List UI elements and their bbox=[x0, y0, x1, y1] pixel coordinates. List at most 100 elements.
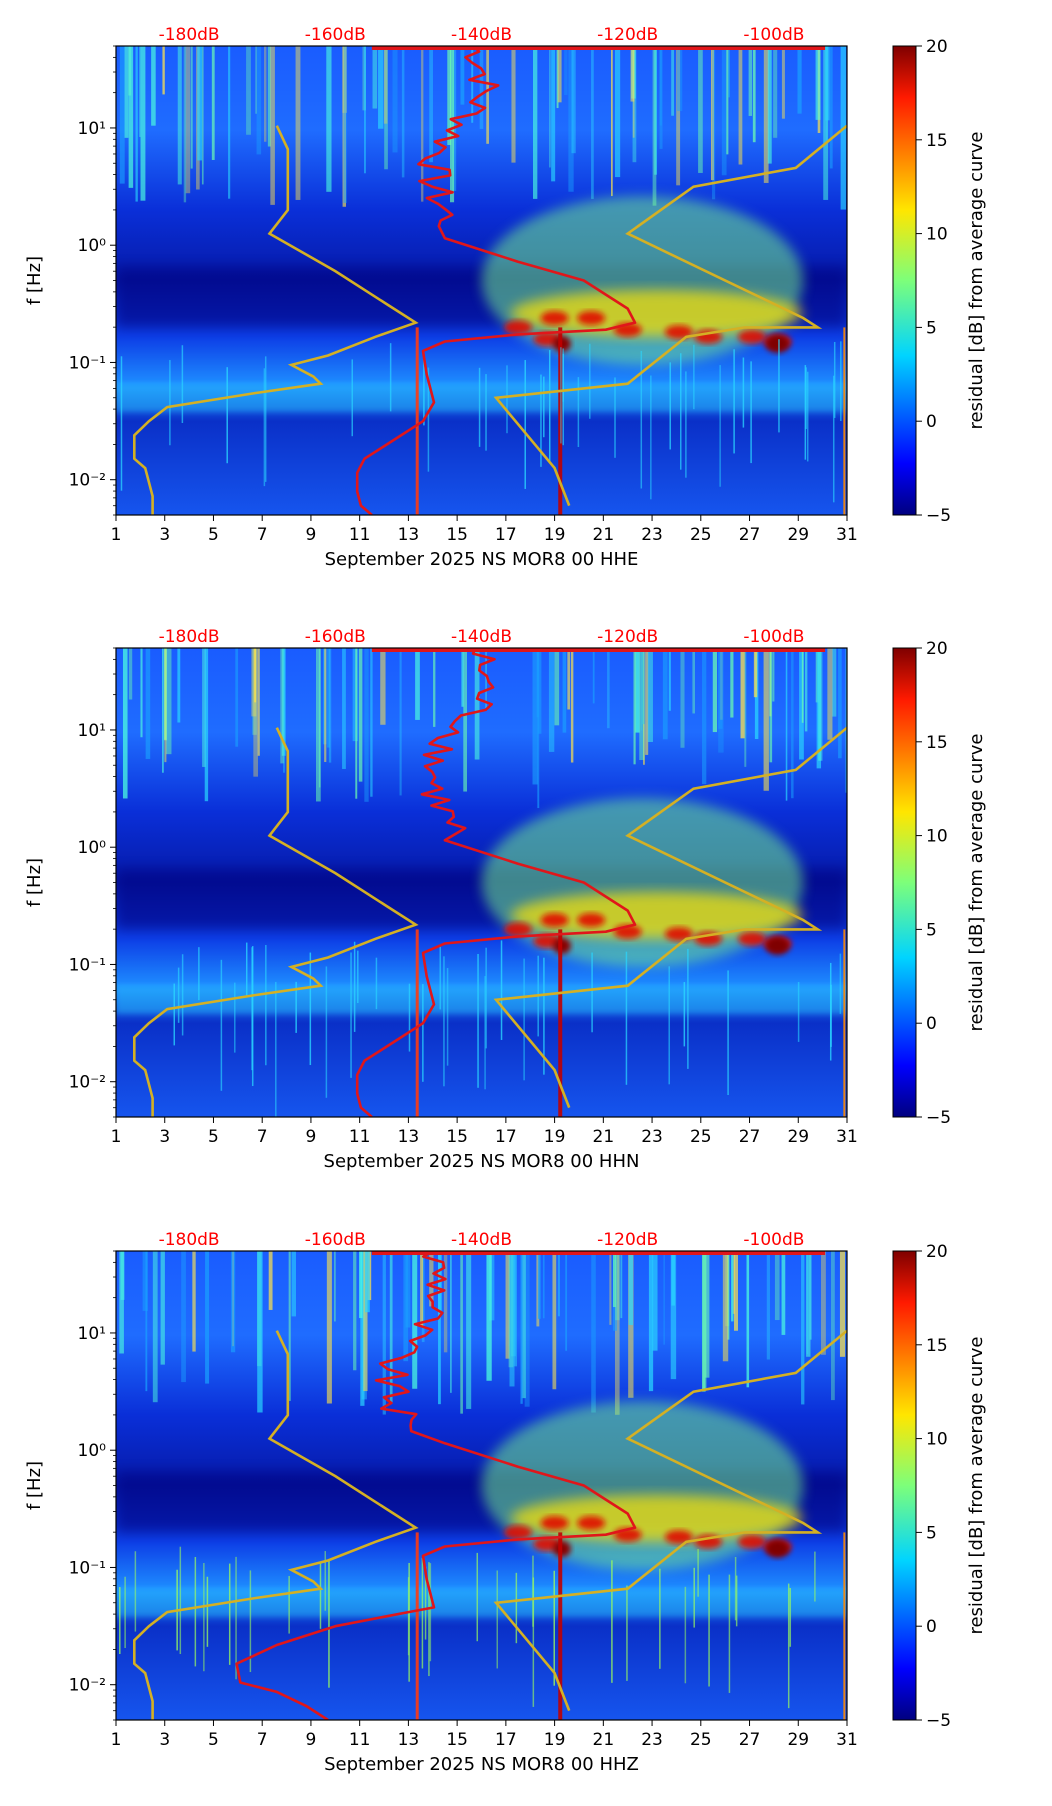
noise-streak bbox=[726, 46, 729, 155]
noise-streak bbox=[486, 46, 489, 144]
low-noise-model-curve bbox=[133, 125, 419, 515]
noise-streak bbox=[532, 1577, 535, 1707]
noise-streak bbox=[537, 648, 540, 809]
high-noise-model-curve bbox=[493, 124, 847, 507]
energy-hotspot bbox=[765, 936, 790, 955]
noise-streak bbox=[654, 46, 658, 175]
noise-streak bbox=[711, 46, 715, 181]
noise-streak bbox=[424, 1566, 427, 1640]
noise-streak bbox=[797, 46, 802, 114]
noise-streak bbox=[557, 1251, 560, 1317]
x-tick-label: 3 bbox=[159, 1730, 170, 1750]
noise-streak bbox=[446, 968, 449, 1066]
x-tick-label: 29 bbox=[787, 1730, 809, 1750]
colorbar-label: residual [dB] from average curve bbox=[966, 733, 987, 1031]
noise-streak bbox=[226, 367, 228, 464]
colorbar-tick-label: 0 bbox=[926, 1617, 937, 1637]
y-tick-label: 10⁻¹ bbox=[69, 353, 106, 373]
noise-streak bbox=[433, 648, 436, 727]
noise-streak bbox=[439, 946, 441, 1010]
noise-streak bbox=[328, 1560, 330, 1688]
y-tick-label: 10⁻² bbox=[69, 471, 106, 491]
energy-hotspot bbox=[577, 1516, 606, 1531]
noise-streak bbox=[268, 1251, 273, 1310]
noise-streak bbox=[403, 1251, 409, 1362]
colorbar bbox=[892, 647, 917, 1118]
noise-streak bbox=[560, 347, 562, 444]
swell-band bbox=[510, 891, 804, 939]
noise-streak bbox=[358, 648, 363, 782]
noise-streak bbox=[626, 1585, 628, 1681]
noise-streak bbox=[838, 648, 842, 759]
noise-streak bbox=[680, 648, 685, 748]
noise-streak bbox=[683, 982, 686, 1047]
noise-streak bbox=[614, 377, 616, 458]
noise-streak bbox=[825, 46, 830, 121]
noise-streak bbox=[698, 46, 703, 173]
energy-hotspot bbox=[737, 931, 766, 946]
noise-streak bbox=[249, 1570, 252, 1673]
noise-streak bbox=[611, 46, 613, 197]
noise-streak bbox=[350, 952, 352, 1078]
noise-streak bbox=[632, 46, 637, 163]
noise-streak bbox=[422, 984, 424, 1082]
noise-streak bbox=[429, 1563, 432, 1662]
noise-streak bbox=[389, 343, 392, 412]
plot-area bbox=[116, 46, 847, 515]
noise-streak bbox=[375, 957, 378, 1010]
noise-streak bbox=[774, 1251, 780, 1321]
x-tick-label: 21 bbox=[593, 1730, 615, 1750]
plot-area bbox=[116, 1251, 847, 1720]
noise-streak bbox=[151, 46, 156, 126]
noise-streak bbox=[801, 1251, 805, 1405]
x-tick-label: 27 bbox=[739, 1127, 761, 1147]
noise-streak bbox=[804, 365, 807, 460]
noise-streak bbox=[477, 954, 479, 1088]
noise-streak bbox=[766, 1251, 770, 1360]
noise-streak bbox=[708, 1574, 710, 1687]
db-scale-label: -180dB bbox=[159, 627, 220, 647]
noise-streak bbox=[145, 1251, 148, 1392]
noise-streak bbox=[177, 46, 182, 185]
noise-streak bbox=[235, 648, 239, 747]
noise-streak bbox=[557, 46, 562, 103]
db-scale-label: -140dB bbox=[451, 1230, 512, 1250]
x-tick-label: 15 bbox=[446, 525, 468, 545]
noise-streak bbox=[659, 46, 662, 126]
noise-streak bbox=[676, 46, 683, 112]
noise-streak bbox=[551, 46, 556, 182]
noise-streak bbox=[650, 375, 652, 500]
noise-streak bbox=[839, 1251, 846, 1357]
noise-streak bbox=[727, 970, 729, 1096]
noise-streak bbox=[633, 648, 636, 765]
noise-streak bbox=[702, 1251, 706, 1392]
noise-streak bbox=[288, 1575, 290, 1634]
noise-streak bbox=[204, 648, 209, 802]
noise-streak bbox=[540, 374, 542, 467]
noise-streak bbox=[254, 648, 257, 703]
db-scale-label: -120dB bbox=[597, 1230, 658, 1250]
x-tick-label: 25 bbox=[690, 1127, 712, 1147]
x-tick-label: 3 bbox=[159, 525, 170, 545]
noise-streak bbox=[198, 947, 200, 1001]
noise-streak bbox=[235, 1556, 237, 1680]
noise-streak bbox=[295, 981, 297, 1033]
noise-streak bbox=[719, 365, 721, 487]
noise-streak bbox=[423, 355, 425, 426]
x-tick-label: 21 bbox=[593, 525, 615, 545]
noise-streak bbox=[295, 46, 301, 200]
noise-streak bbox=[389, 1251, 393, 1404]
noise-streak bbox=[228, 1563, 231, 1665]
noise-streak bbox=[120, 1251, 125, 1300]
noise-streak bbox=[359, 1251, 363, 1319]
noise-streak bbox=[177, 967, 180, 1023]
x-axis-label: September 2025 NS MOR8 00 HHN bbox=[324, 1151, 640, 1172]
noise-streak bbox=[412, 1251, 418, 1389]
x-tick-label: 1 bbox=[111, 525, 122, 545]
colorbar-tick-label: 15 bbox=[926, 733, 948, 753]
noise-streak bbox=[392, 46, 398, 153]
y-axis-label: f [Hz] bbox=[24, 858, 45, 907]
noise-streak bbox=[280, 648, 285, 764]
noise-streak bbox=[752, 46, 756, 143]
